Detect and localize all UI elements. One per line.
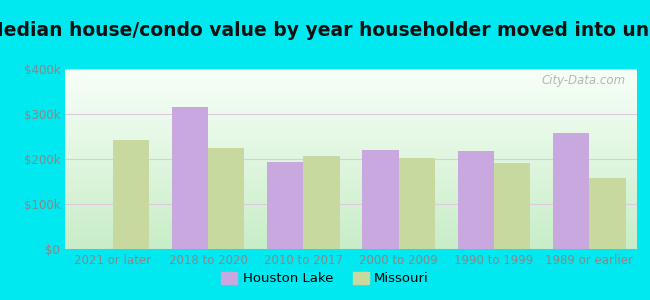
Bar <box>363 150 398 249</box>
Bar <box>494 163 530 249</box>
Bar <box>553 133 590 249</box>
Bar <box>590 178 625 249</box>
Bar <box>458 151 494 249</box>
Bar <box>267 162 304 249</box>
Bar <box>208 148 244 249</box>
Text: City-Data.com: City-Data.com <box>541 74 625 87</box>
Text: Median house/condo value by year householder moved into unit: Median house/condo value by year househo… <box>0 21 650 40</box>
Bar <box>304 156 339 249</box>
Bar <box>112 140 149 249</box>
Bar <box>172 107 208 249</box>
Legend: Houston Lake, Missouri: Houston Lake, Missouri <box>216 266 434 290</box>
Bar <box>398 158 435 249</box>
